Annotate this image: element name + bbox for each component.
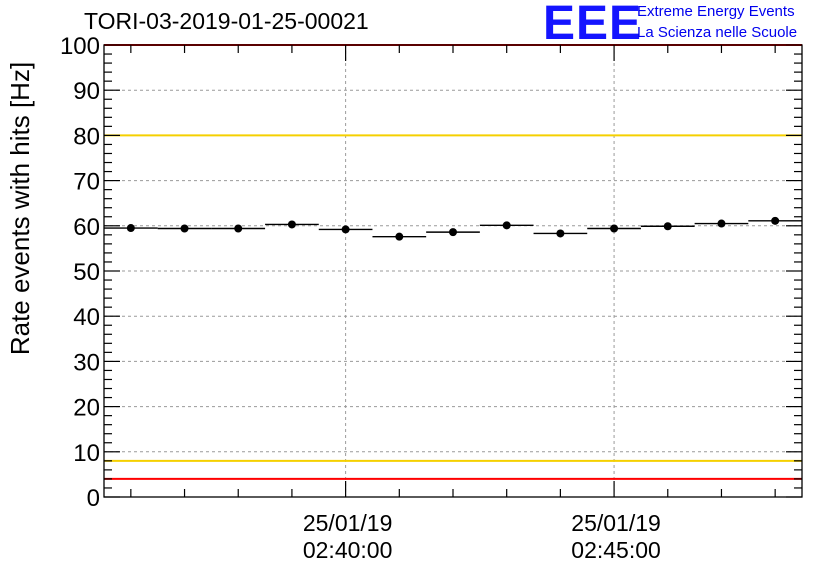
y-tick-label: 80 xyxy=(73,123,100,150)
reference-lines xyxy=(104,44,802,480)
data-point xyxy=(748,216,802,225)
data-marker xyxy=(395,232,404,241)
data-marker xyxy=(287,220,296,229)
y-tick-label: 90 xyxy=(73,78,100,105)
grid-layer xyxy=(104,45,802,497)
y-tick-label: 10 xyxy=(73,440,100,467)
data-point xyxy=(372,232,427,241)
data-point xyxy=(640,222,695,231)
data-point xyxy=(318,225,373,234)
y-tick-label: 50 xyxy=(73,259,100,286)
data-marker xyxy=(126,224,135,233)
data-marker xyxy=(610,224,619,233)
data-point xyxy=(479,221,534,230)
data-marker xyxy=(502,221,511,230)
data-marker xyxy=(180,224,189,233)
data-marker xyxy=(341,225,350,234)
x-tick-label-time: 02:40:00 xyxy=(303,537,393,563)
x-tick-label-date: 25/01/19 xyxy=(303,510,393,536)
logo-line-1: Extreme Energy Events xyxy=(637,3,795,20)
data-marker xyxy=(771,216,780,225)
data-point xyxy=(265,220,319,229)
logo-line-2: La Scienza nelle Scuole xyxy=(637,24,798,41)
data-point xyxy=(694,219,749,228)
y-tick-label: 0 xyxy=(87,485,100,512)
data-point xyxy=(157,224,212,233)
x-tick-label-time: 02:45:00 xyxy=(571,537,661,563)
data-marker xyxy=(717,219,726,228)
tick-labels: 010203040506070809010025/01/1902:40:0025… xyxy=(60,33,661,563)
data-point xyxy=(587,224,641,233)
x-tick-label-date: 25/01/19 xyxy=(571,510,661,536)
data-point xyxy=(211,224,266,233)
axis-ticks xyxy=(104,44,802,498)
data-marker xyxy=(663,222,672,231)
y-tick-label: 100 xyxy=(60,33,100,60)
data-point xyxy=(426,228,480,237)
data-marker xyxy=(556,229,565,238)
data-point xyxy=(104,224,158,233)
data-point xyxy=(533,229,588,238)
y-tick-label: 40 xyxy=(73,304,100,331)
y-tick-label: 70 xyxy=(73,169,100,196)
data-marker xyxy=(449,228,457,237)
y-tick-label: 20 xyxy=(73,395,100,422)
chart-title: TORI-03-2019-01-25-00021 xyxy=(84,8,369,34)
data-marker xyxy=(234,224,243,233)
y-tick-label: 30 xyxy=(73,349,100,376)
y-tick-label: 60 xyxy=(73,214,100,241)
eee-logo: EEE xyxy=(543,0,643,50)
data-series xyxy=(104,216,802,241)
